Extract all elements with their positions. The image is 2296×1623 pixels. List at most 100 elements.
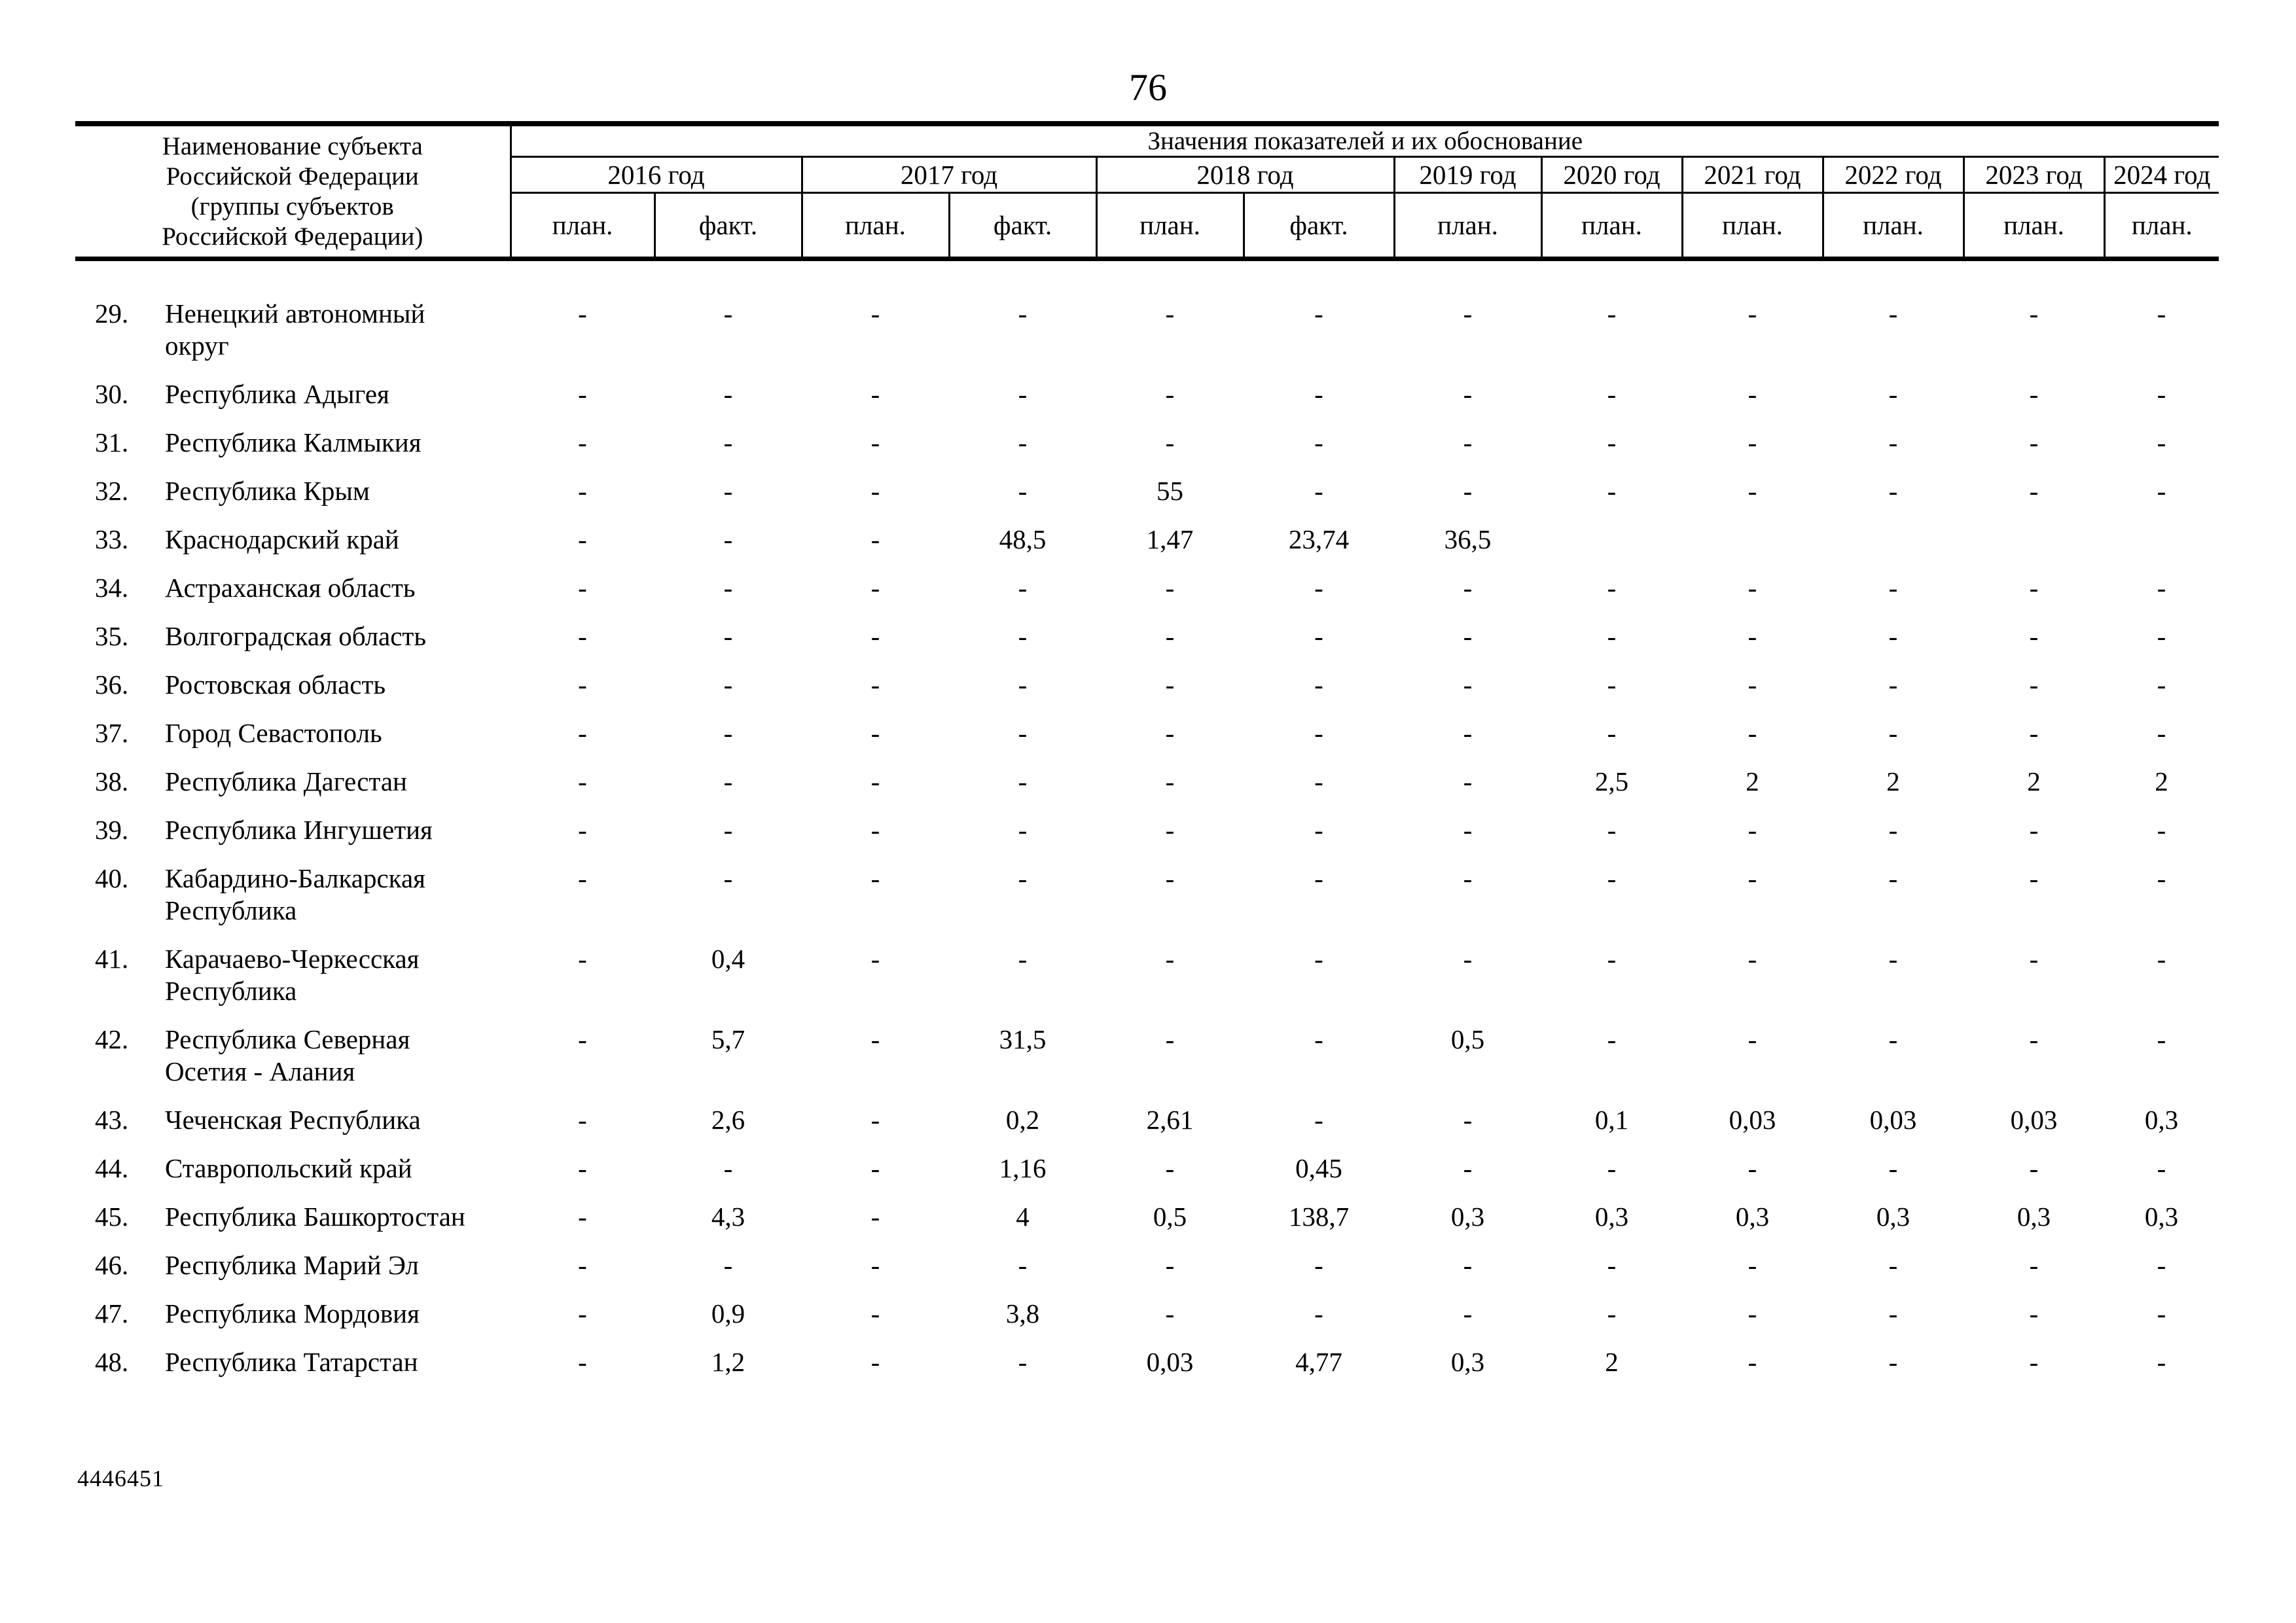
value-cell-2018-fact: - xyxy=(1314,766,1323,796)
value-cell-2017-fact: - xyxy=(1018,944,1028,974)
header-region-name: Наименование субъекта Российской Федерац… xyxy=(75,121,512,261)
value-cell-2021-plan: - xyxy=(1748,944,1757,974)
value-cell-2018-fact: - xyxy=(1314,718,1323,748)
table-row: 30. Республика Адыгея - - - - - - - - - -… xyxy=(75,370,2219,419)
value-cell-2020-plan xyxy=(1541,516,1682,564)
row-number: 44. xyxy=(95,1153,129,1183)
header-2016-plan: план. xyxy=(509,192,656,261)
value-cell-2020-plan: - xyxy=(1607,669,1617,700)
value-cell-2017-fact: - xyxy=(1018,1250,1028,1280)
value-cell-2019-plan: - xyxy=(1463,573,1473,603)
value-cell-2024-plan: - xyxy=(2157,1024,2166,1054)
value-cell-2024-plan: 0,3 xyxy=(2144,1202,2179,1232)
value-cell-2019-plan: - xyxy=(1463,621,1473,651)
value-cell-2020-plan: - xyxy=(1607,298,1617,329)
value-cell-2021-plan: - xyxy=(1748,1024,1757,1054)
value-cell-2019-plan: - xyxy=(1463,1298,1473,1329)
value-cell-2016-plan: - xyxy=(578,379,587,409)
table-row: 37. Город Севастополь - - - - - - - - - -… xyxy=(75,709,2219,758)
value-cell-2017-plan: - xyxy=(870,1298,880,1329)
value-cell-2020-plan: - xyxy=(1607,863,1617,893)
value-cell-2016-fact: - xyxy=(723,621,733,651)
row-number: 43. xyxy=(95,1105,129,1135)
value-cell-2018-fact: - xyxy=(1314,1024,1323,1054)
value-cell-2022-plan: - xyxy=(1888,379,1898,409)
value-cell-2018-plan: - xyxy=(1165,669,1175,700)
value-cell-2019-plan: - xyxy=(1463,1250,1473,1280)
value-cell-2024-plan: - xyxy=(2157,718,2166,748)
value-cell-2024-plan: - xyxy=(2157,944,2166,974)
value-cell-2020-plan: - xyxy=(1607,815,1617,845)
value-cell-2017-fact: - xyxy=(1018,379,1028,409)
row-number: 35. xyxy=(95,621,129,651)
value-cell-2019-plan: - xyxy=(1463,1153,1473,1183)
value-cell-2022-plan: 0,03 xyxy=(1869,1105,1917,1135)
value-cell-2019-plan: - xyxy=(1463,669,1473,700)
value-cell-2020-plan: - xyxy=(1607,1250,1617,1280)
value-cell-2022-plan: 2 xyxy=(1886,766,1900,796)
value-cell-2020-plan: 2 xyxy=(1605,1347,1619,1377)
region-name: Кабардино-Балкарская Республика xyxy=(165,863,426,925)
table-row: 48. Республика Татарстан - 1,2 - - 0,03 4… xyxy=(75,1338,2219,1387)
value-cell-2018-plan: 2,61 xyxy=(1146,1105,1194,1135)
value-cell-2017-fact: - xyxy=(1018,573,1028,603)
header-year-2018: 2018 год xyxy=(1095,156,1395,194)
value-cell-2022-plan: - xyxy=(1888,621,1898,651)
table-row: 47. Республика Мордовия - 0,9 - 3,8 - - -… xyxy=(75,1290,2219,1338)
value-cell-2023-plan: - xyxy=(2029,863,2039,893)
value-cell-2017-fact: - xyxy=(1018,427,1028,457)
header-year-2022: 2022 год xyxy=(1821,156,1965,194)
value-cell-2023-plan: - xyxy=(2029,718,2039,748)
row-number: 37. xyxy=(95,718,129,748)
header-2020-plan: план. xyxy=(1540,192,1683,261)
value-cell-2016-fact: - xyxy=(723,427,733,457)
value-cell-2018-plan: 1,47 xyxy=(1146,524,1194,554)
value-cell-2016-fact: - xyxy=(723,766,733,796)
header-year-2017: 2017 год xyxy=(800,156,1098,194)
value-cell-2021-plan: - xyxy=(1748,863,1757,893)
table-row: 41. Карачаево-Черкесская Республика - 0,4… xyxy=(75,935,2219,1016)
value-cell-2016-fact: - xyxy=(723,815,733,845)
value-cell-2020-plan: - xyxy=(1607,1153,1617,1183)
value-cell-2016-plan: - xyxy=(578,766,587,796)
header-2023-plan: план. xyxy=(1962,192,2106,261)
value-cell-2018-fact: 0,45 xyxy=(1295,1153,1342,1183)
value-cell-2021-plan: - xyxy=(1748,1153,1757,1183)
value-cell-2022-plan: - xyxy=(1888,1298,1898,1329)
value-cell-2017-plan: - xyxy=(870,621,880,651)
region-name: Республика Адыгея xyxy=(165,379,389,409)
value-cell-2018-fact: - xyxy=(1314,573,1323,603)
value-cell-2016-plan: - xyxy=(578,944,587,974)
value-cell-2019-plan: 0,5 xyxy=(1450,1024,1485,1054)
region-name: Ставропольский край xyxy=(165,1153,412,1183)
header-2021-plan: план. xyxy=(1681,192,1824,261)
header-year-2023: 2023 год xyxy=(1962,156,2106,194)
table-row: 31. Республика Калмыкия - - - - - - - - -… xyxy=(75,419,2219,467)
value-cell-2023-plan: - xyxy=(2029,476,2039,506)
value-cell-2021-plan: - xyxy=(1748,476,1757,506)
value-cell-2019-plan: - xyxy=(1463,766,1473,796)
value-cell-2024-plan xyxy=(2104,516,2219,564)
value-cell-2019-plan: - xyxy=(1463,298,1473,329)
value-cell-2022-plan: - xyxy=(1888,1024,1898,1054)
table-row: 42. Республика Северная Осетия - Алания -… xyxy=(75,1016,2219,1096)
row-number: 41. xyxy=(95,944,129,974)
header-values-title: Значения показателей и их обоснование xyxy=(509,121,2219,158)
value-cell-2018-plan: - xyxy=(1165,944,1175,974)
row-number: 30. xyxy=(95,379,129,409)
value-cell-2022-plan: - xyxy=(1888,1347,1898,1377)
region-name: Ростовская область xyxy=(165,669,386,700)
value-cell-2023-plan: - xyxy=(2029,944,2039,974)
value-cell-2018-fact: - xyxy=(1314,427,1323,457)
value-cell-2020-plan: - xyxy=(1607,718,1617,748)
value-cell-2021-plan: - xyxy=(1748,815,1757,845)
value-cell-2020-plan: - xyxy=(1607,379,1617,409)
value-cell-2023-plan: - xyxy=(2029,427,2039,457)
value-cell-2017-plan: - xyxy=(870,1250,880,1280)
value-cell-2022-plan: - xyxy=(1888,815,1898,845)
value-cell-2021-plan: - xyxy=(1748,1250,1757,1280)
table-row: 34. Астраханская область - - - - - - - - … xyxy=(75,564,2219,613)
value-cell-2019-plan: - xyxy=(1463,476,1473,506)
value-cell-2024-plan: - xyxy=(2157,427,2166,457)
